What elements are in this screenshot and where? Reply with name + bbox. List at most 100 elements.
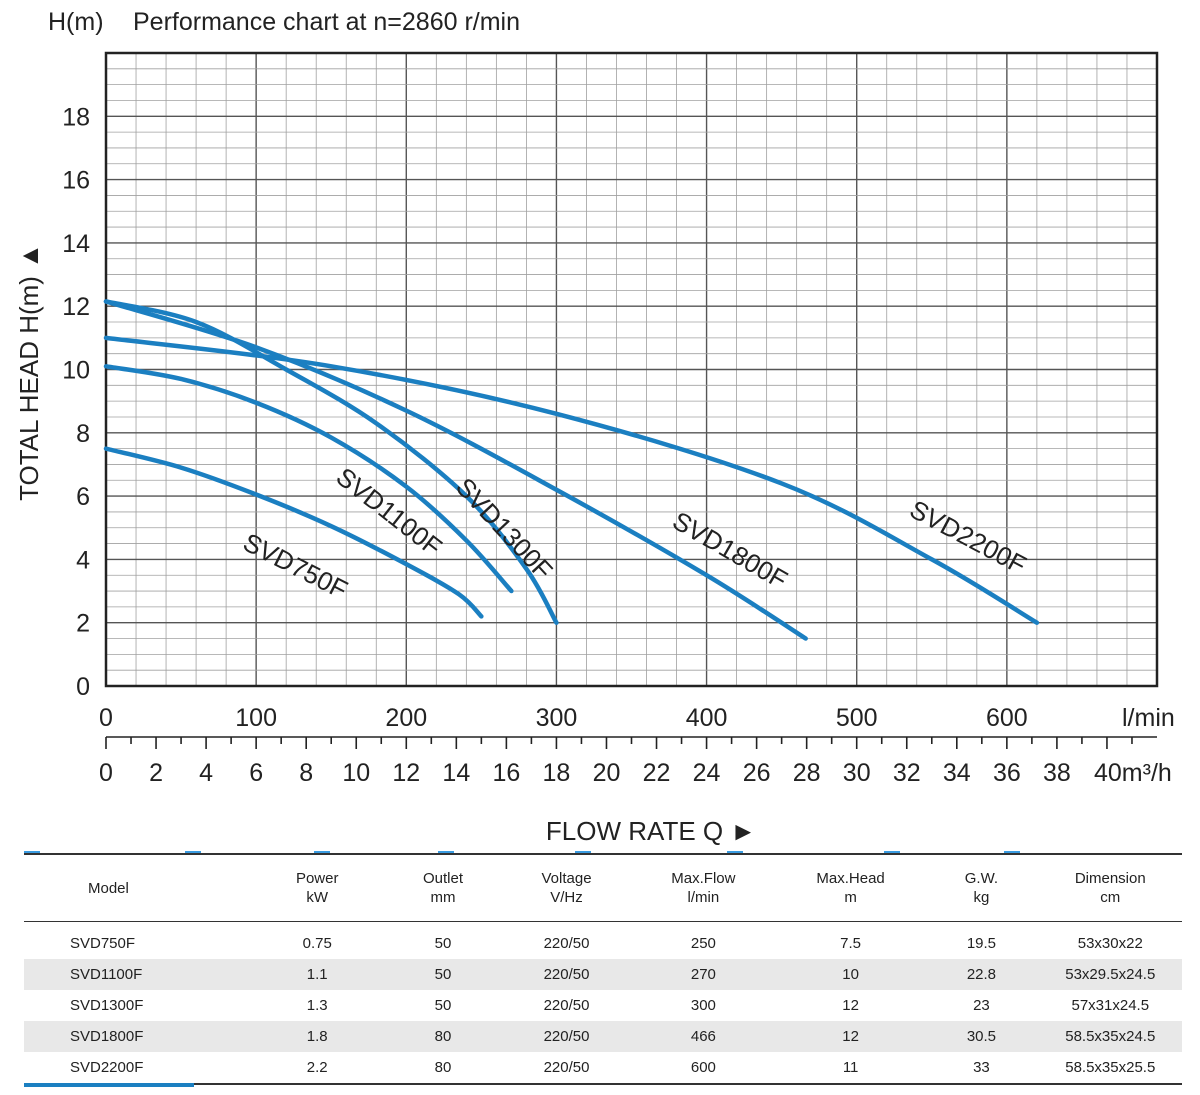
curve-label-svd2200f: SVD2200F (905, 494, 1031, 580)
table-header-cell: G.W. kg (924, 853, 1039, 922)
model-cell: SVD1300F (70, 997, 144, 1014)
x2-tick-label: 16 (492, 759, 520, 787)
chart-curves (103, 299, 1040, 641)
x2-tick-label: 12 (392, 759, 420, 787)
y-tick-label: 6 (76, 483, 90, 511)
model-cell: SVD1100F (24, 959, 252, 990)
table-cell: 50 (382, 959, 504, 990)
table-row: SVD750F 0.75 50 220/50 250 7.5 19.5 53x30x22 (24, 922, 1182, 960)
table-accent-bar (727, 851, 743, 855)
y-tick-label: 4 (76, 546, 90, 574)
table-cell: 12 (776, 1021, 925, 1052)
chart-grid (104, 51, 1159, 688)
x2-tick-label: 14 (442, 759, 470, 787)
table-header-cell: Outlet mm (382, 853, 504, 922)
x2-tick-label: 20 (593, 759, 621, 787)
x2-tick-label: 10 (342, 759, 370, 787)
table-cell: 12 (842, 997, 859, 1014)
x-tick-label: 200 (385, 704, 427, 732)
x-tick-label: 100 (235, 704, 277, 732)
table-cell: 50 (434, 997, 452, 1014)
table-cell: 50 (434, 935, 452, 952)
x-tick-label: 400 (686, 704, 728, 732)
x-tick-label: 0 (99, 704, 113, 732)
y-tick-label: 14 (62, 230, 90, 258)
table-cell: 220/50 (543, 997, 590, 1014)
table-header-cell: Voltage V/Hz (503, 853, 630, 922)
table-header-text: G.W. (964, 870, 999, 887)
y-tick-label: 18 (62, 103, 90, 131)
chart-title: Performance chart at n=2860 r/min (133, 8, 520, 36)
x2-tick-label: 2 (149, 759, 163, 787)
table-header-text: m (844, 889, 857, 906)
table-cell: 2.2 (251, 1052, 383, 1085)
x2-tick-label: 34 (943, 759, 971, 787)
model-cell: SVD750F (70, 935, 136, 952)
table-cell: 1.8 (251, 1021, 383, 1052)
table-accent-bar (185, 851, 201, 855)
x-axis-title: FLOW RATE Q ► (546, 816, 756, 846)
table-cell: 53x30x22 (1077, 935, 1143, 952)
x2-tick-label: 24 (693, 759, 721, 787)
table-accent-bar (1004, 851, 1020, 855)
y-tick-label: 8 (76, 420, 90, 448)
table-cell: 300 (690, 997, 716, 1014)
curve-svd750f (103, 446, 484, 619)
table-cell: 11 (776, 1052, 925, 1085)
plot-frame (104, 51, 1159, 688)
table-cell: 80 (382, 1052, 504, 1085)
x2-tick-label: 8 (299, 759, 313, 787)
y-tick-label: 16 (62, 167, 90, 195)
x2-tick-label: 0 (99, 759, 113, 787)
table-cell: 1.1 (251, 959, 383, 990)
table-body: SVD750F 0.75 50 220/50 250 7.5 19.5 53x30x22 SVD… (24, 922, 1182, 1085)
table-cell: 220/50 (503, 1052, 630, 1085)
table-header-cell: Power kW (251, 853, 383, 922)
table-accent-bar (24, 851, 40, 855)
x2-tick-label: 6 (249, 759, 263, 787)
table-header-text: Model (88, 879, 129, 897)
x-tick-label: 500 (836, 704, 878, 732)
table-header-text: cm (1100, 889, 1121, 906)
table-cell: 58.5x35x25.5 (1038, 1052, 1182, 1085)
table-header-text: V/Hz (550, 889, 583, 906)
curve-svd2200f (103, 335, 1040, 625)
table-cell: 250 (690, 935, 716, 952)
x2-tick-label: 30 (843, 759, 871, 787)
curve-svd1800f (103, 299, 808, 641)
chart-text: H(m) Performance chart at n=2860 r/min T… (14, 8, 1175, 846)
x2-tick-label: 32 (893, 759, 921, 787)
table-row: SVD1800F 1.8 80 220/50 466 12 30.5 58.5x35x24.5 (24, 1021, 1182, 1052)
y-tick-label: 12 (62, 293, 90, 321)
table-cell: 7.5 (840, 935, 862, 952)
y-tick-label: 10 (62, 357, 90, 385)
y-axis-title: TOTAL HEAD H(m) ▲ (14, 243, 44, 501)
table-accent-bar (314, 851, 330, 855)
table-cell: 10 (776, 959, 925, 990)
table-cell: 58.5x35x24.5 (1038, 1021, 1182, 1052)
curve-label-svd1800f: SVD1800F (668, 505, 793, 595)
y-tick-label: 0 (76, 673, 90, 701)
table-accent-bar (438, 851, 454, 855)
x2-tick-label: 36 (993, 759, 1021, 787)
x2-tick-label: 22 (643, 759, 671, 787)
table-header-cell: Dimension cm (1038, 853, 1182, 922)
x2-tick-label: 26 (743, 759, 771, 787)
table-header-text: Power (295, 870, 339, 887)
x2-tick-label: 4 (199, 759, 213, 787)
table-header-text: Dimension (1074, 870, 1146, 887)
table-cell: 53x29.5x24.5 (1038, 959, 1182, 990)
table-accent-bar (575, 851, 591, 855)
y-unit-label: H(m) (48, 8, 104, 36)
table-header-cell: Model (24, 853, 252, 922)
table-cell: 1.3 (306, 997, 328, 1014)
table-header-text: mm (430, 889, 456, 906)
y-tick-label: 2 (76, 610, 90, 638)
table-header-row: Model Power kW Outlet mm Voltage V/Hz Max.Flow l… (24, 853, 1182, 922)
spec-table: Model Power kW Outlet mm Voltage V/Hz Max.Flow l… (24, 853, 1182, 1085)
x-unit-secondary: 40m³/h (1094, 759, 1172, 787)
x-tick-label: 300 (536, 704, 578, 732)
table-cell: 57x31x24.5 (1071, 997, 1150, 1014)
table-cell: 220/50 (503, 1021, 630, 1052)
